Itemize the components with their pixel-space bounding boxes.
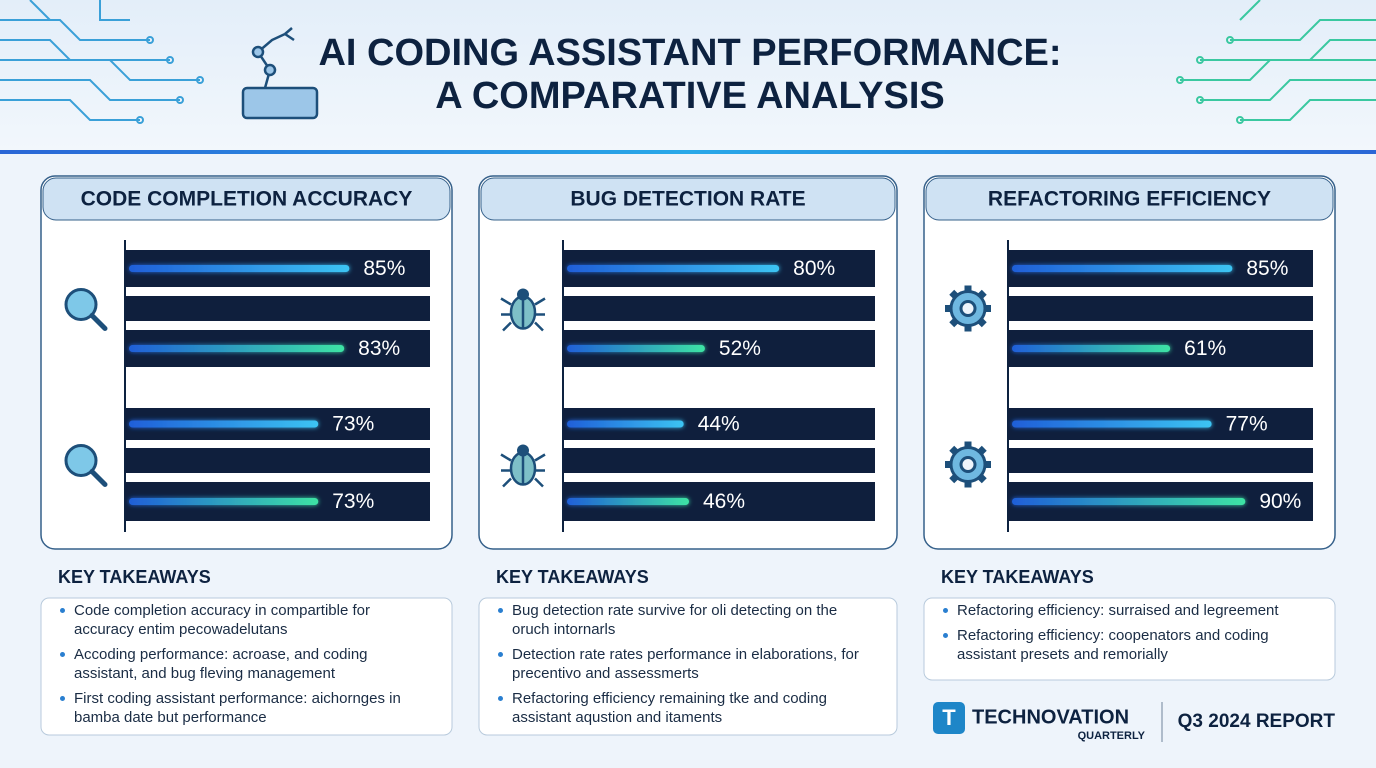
icon (64, 288, 108, 331)
title-line: AI CODING ASSISTANT PERFORMANCE: (318, 32, 1061, 74)
panel-title: CODE COMPLETION ACCURACY (81, 188, 413, 211)
value-label: 44% (698, 413, 740, 436)
takeaway: Bug detection rate survive for oli detec… (498, 601, 874, 639)
value-label: 80% (793, 257, 835, 280)
circuit-left (0, 0, 204, 124)
value-label: 73% (332, 490, 374, 513)
icon (517, 444, 529, 457)
icon (959, 456, 977, 473)
takeaways: Refactoring efficiency: surraised and le… (941, 601, 1312, 670)
takeaways-box (40, 597, 453, 736)
bar (129, 498, 319, 505)
takeaways-heading: KEY TAKEAWAYS (58, 567, 211, 587)
value-label: 61% (1184, 337, 1226, 360)
takeaway-list: Code completion accuracy in compartible … (58, 601, 429, 727)
value-label: 52% (719, 337, 761, 360)
bar-track (563, 448, 875, 473)
bar (567, 420, 684, 428)
value-label: 83% (358, 337, 400, 360)
takeaway: Refactoring efficiency: coopenators and … (943, 626, 1312, 664)
icon (500, 444, 546, 488)
bar-track (563, 296, 875, 321)
takeaway: First coding assistant performance: aich… (60, 689, 429, 727)
takeaways-box (923, 597, 1336, 681)
logo-mark (933, 702, 965, 734)
report-label: Q3 2024 REPORT (1178, 711, 1336, 732)
bar-track (1008, 448, 1313, 473)
takeaways-box (478, 597, 898, 736)
bar-track (1008, 296, 1313, 321)
brand: TECHNOVATION (972, 706, 1129, 728)
bar (1012, 498, 1246, 505)
icon (64, 444, 98, 477)
value-label: 77% (1226, 413, 1268, 436)
panel-title: REFACTORING EFFICIENCY (988, 188, 1271, 211)
takeaway-list: Bug detection rate survive for oli detec… (496, 601, 874, 727)
panel-header (42, 177, 451, 221)
value-label: 46% (703, 490, 745, 513)
circuit-right (1176, 0, 1376, 124)
value-label: 73% (332, 413, 374, 436)
icon (945, 441, 991, 488)
takeaway: Detection rate rates performance in elab… (498, 645, 874, 683)
bar-track (125, 448, 430, 473)
bar (567, 498, 689, 505)
takeaway: Code completion accuracy in compartible … (60, 601, 429, 639)
bar (1012, 420, 1212, 428)
icon (64, 288, 98, 321)
icon (89, 313, 108, 331)
bar (129, 420, 319, 428)
brand-sub: QUARTERLY (1078, 730, 1146, 742)
bar (567, 345, 705, 352)
icon (945, 285, 991, 332)
title-line: A COMPARATIVE ANALYSIS (435, 75, 945, 117)
icon (945, 441, 991, 488)
takeaways-heading: KEY TAKEAWAYS (496, 567, 649, 587)
panel-header (925, 177, 1334, 221)
takeaway: Refactoring efficiency: surraised and le… (943, 601, 1312, 620)
takeaways: Code completion accuracy in compartible … (58, 601, 429, 733)
icon (959, 300, 977, 317)
icon (64, 444, 108, 487)
takeaway-list: Refactoring efficiency: surraised and le… (941, 601, 1312, 664)
bar (129, 265, 350, 272)
bar (567, 265, 780, 272)
value-label: 90% (1259, 490, 1301, 513)
icon (945, 285, 991, 332)
bar-track (125, 296, 430, 321)
header-bg (0, 0, 1376, 152)
icon (517, 288, 529, 301)
value-label: 85% (1246, 257, 1288, 280)
icon (500, 453, 546, 488)
takeaway: Accoding performance: acroase, and codin… (60, 645, 429, 683)
bar (1012, 265, 1233, 272)
panel-title: BUG DETECTION RATE (570, 188, 805, 211)
takeaways: Bug detection rate survive for oli detec… (496, 601, 874, 733)
header-rule (0, 150, 1376, 154)
robot-icon (241, 27, 319, 120)
value-label: 85% (363, 257, 405, 280)
icon (89, 469, 108, 487)
panel-header (480, 177, 896, 221)
icon (500, 288, 546, 332)
logo-letter: T (942, 705, 956, 730)
bar (129, 345, 345, 352)
takeaway: Refactoring efficiency remaining tke and… (498, 689, 874, 727)
takeaways-heading: KEY TAKEAWAYS (941, 567, 1094, 587)
icon (500, 297, 546, 332)
bar (1012, 345, 1171, 352)
